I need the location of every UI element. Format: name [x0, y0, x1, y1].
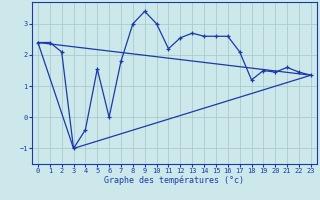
X-axis label: Graphe des températures (°c): Graphe des températures (°c) [104, 176, 244, 185]
